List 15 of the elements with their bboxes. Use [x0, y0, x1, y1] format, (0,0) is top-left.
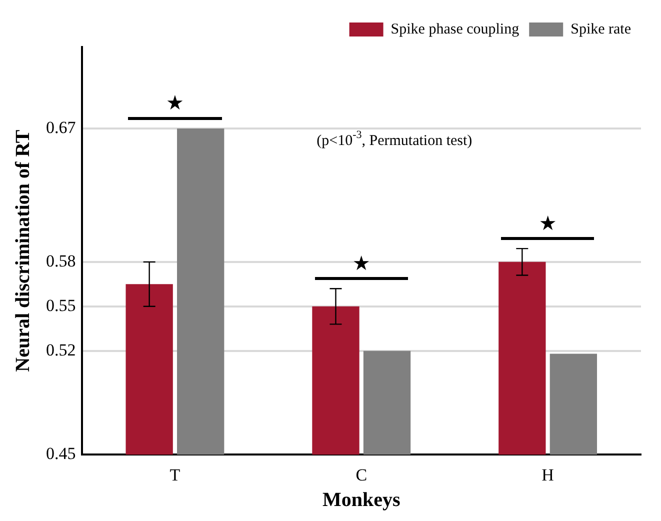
y-axis-title: Neural discrimination of RT — [12, 129, 34, 372]
legend-label: Spike phase coupling — [390, 21, 520, 38]
annotation: ★ — [166, 90, 184, 115]
x-tick-label: H — [542, 465, 554, 484]
y-tick-label: 0.45 — [46, 444, 76, 464]
legend-label: Spike rate — [570, 21, 632, 38]
y-tick-label: 0.52 — [46, 340, 76, 360]
annotation: ★ — [538, 210, 557, 235]
x-tick-label: C — [356, 465, 368, 484]
y-tick-label: 0.67 — [46, 118, 76, 137]
x-axis-title: Monkeys — [322, 489, 400, 512]
y-tick-label: 0.55 — [46, 296, 76, 315]
annotation: ★ — [352, 250, 370, 275]
y-tick-label: 0.58 — [46, 251, 76, 270]
x-tick-label: T — [170, 465, 181, 484]
